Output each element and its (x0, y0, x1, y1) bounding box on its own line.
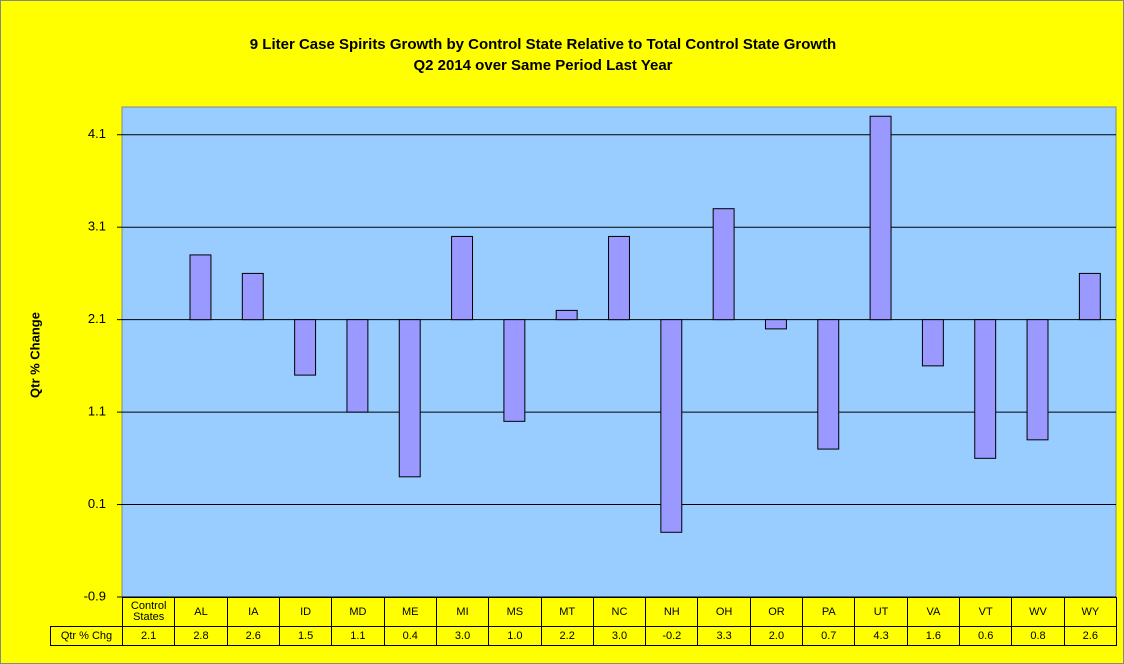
bar (712, 208, 735, 321)
category-cell: AL (174, 597, 228, 627)
bar (503, 319, 526, 422)
legend-cell: Qtr % Chg (50, 626, 123, 646)
category-cell: IA (226, 597, 280, 627)
bar (1026, 319, 1049, 441)
value-cell: 0.6 (959, 626, 1013, 646)
value-cell: 2.6 (226, 626, 280, 646)
value-cell: 2.1 (122, 626, 176, 646)
category-cell: NH (645, 597, 699, 627)
category-cell: WY (1063, 597, 1117, 627)
value-cell: 3.0 (592, 626, 647, 646)
bar (451, 235, 474, 321)
y-tick-label: 2.1 (88, 311, 106, 326)
bar (241, 272, 264, 321)
category-cell: MD (331, 597, 385, 627)
bar (398, 319, 421, 478)
value-cell: 2.6 (1063, 626, 1117, 646)
value-cell: 0.7 (802, 626, 856, 646)
bar (294, 319, 317, 376)
chart-subtitle: Q2 2014 over Same Period Last Year (413, 57, 672, 74)
value-cell: 3.3 (697, 626, 751, 646)
y-tick-label: 1.1 (88, 404, 106, 419)
bar (764, 319, 787, 330)
category-cell: ID (278, 597, 333, 627)
category-cell: MT (540, 597, 594, 627)
bar (869, 115, 892, 321)
category-cell: WV (1011, 597, 1065, 627)
bar (189, 254, 212, 321)
bar (660, 319, 683, 533)
value-cell: 2.0 (749, 626, 804, 646)
bar (1078, 272, 1101, 321)
category-cell: OH (697, 597, 751, 627)
value-cell: 0.8 (1011, 626, 1065, 646)
y-axis-label: Qtr % Change (27, 312, 42, 398)
bar (608, 235, 630, 321)
value-cell: 4.3 (854, 626, 908, 646)
value-cell: -0.2 (645, 626, 699, 646)
category-cell: VA (906, 597, 961, 627)
value-cell: 1.5 (278, 626, 333, 646)
value-cell: 1.6 (906, 626, 961, 646)
value-cell: 1.1 (331, 626, 385, 646)
category-cell: PA (802, 597, 856, 627)
category-cell: UT (854, 597, 908, 627)
bar (921, 319, 944, 367)
chart-title: 9 Liter Case Spirits Growth by Control S… (250, 36, 836, 53)
category-cell: MI (435, 597, 490, 627)
y-tick-label: 3.1 (88, 219, 106, 234)
value-cell: 2.2 (540, 626, 594, 646)
category-cell: MS (488, 597, 542, 627)
bar (974, 319, 997, 459)
value-cell: 1.0 (488, 626, 542, 646)
value-cell: 2.8 (174, 626, 228, 646)
bar (346, 319, 369, 413)
category-cell: Control States (122, 597, 176, 627)
category-cell: OR (749, 597, 804, 627)
category-cell: ME (383, 597, 437, 627)
bar (817, 319, 840, 450)
value-cell: 0.4 (383, 626, 437, 646)
y-tick-label: 0.1 (88, 496, 106, 511)
category-cell: NC (592, 597, 647, 627)
bar (555, 309, 578, 321)
plot-area (121, 106, 1117, 598)
y-tick-label: -0.9 (84, 588, 106, 603)
category-cell: VT (959, 597, 1013, 627)
y-tick-label: 4.1 (88, 126, 106, 141)
value-cell: 3.0 (435, 626, 490, 646)
